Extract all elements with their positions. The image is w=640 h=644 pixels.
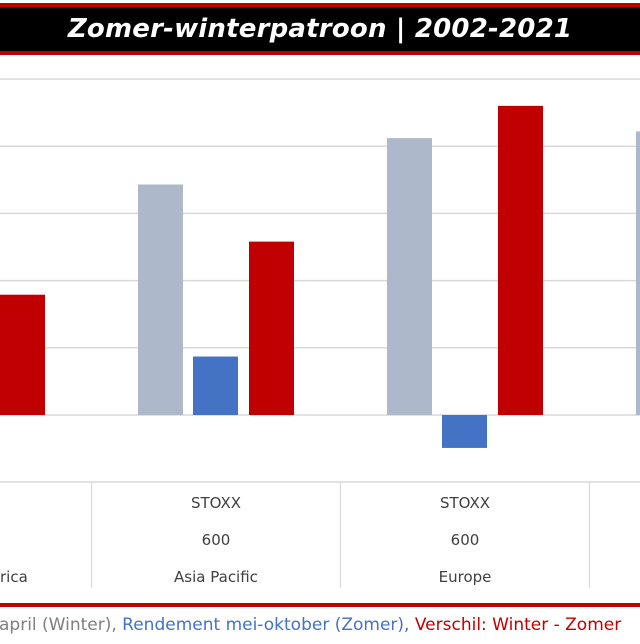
bar-winter — [387, 138, 432, 416]
category-label-line: 600 — [201, 531, 231, 549]
category-label-1: STOXX 600 Asia Pacific — [96, 494, 336, 605]
bar-verschil — [249, 241, 294, 415]
bar-winter — [636, 131, 640, 415]
title-bar: Zomer-winterpatroon | 2002-2021 — [0, 3, 640, 55]
bar-zomer — [193, 356, 238, 415]
bar-verschil — [498, 105, 543, 415]
bar-verschil — [0, 294, 45, 415]
category-label-line: rica — [0, 568, 28, 586]
bar-winter — [138, 184, 183, 415]
legend-winter: april (Winter) — [0, 615, 112, 635]
category-label-0: rica — [0, 494, 88, 605]
legend-zomer: Rendement mei-oktober (Zomer) — [122, 615, 405, 635]
category-label-line: Europe — [438, 568, 492, 586]
category-label-line: Asia Pacific — [174, 568, 258, 586]
chart-title: Zomer-winterpatroon | 2002-2021 — [67, 14, 573, 44]
legend: april (Winter), Rendement mei-oktober (Z… — [0, 603, 640, 644]
category-label-line — [0, 531, 88, 568]
legend-verschil: Verschil: Winter - Zomer — [414, 615, 622, 635]
category-label-2: STOXX 600 Europe — [345, 494, 585, 605]
category-label-line: STOXX — [190, 494, 242, 512]
category-label-line: STOXX — [439, 494, 491, 512]
category-label-line — [0, 494, 88, 531]
bar-zomer — [442, 415, 487, 448]
category-label-line: 600 — [450, 531, 480, 549]
